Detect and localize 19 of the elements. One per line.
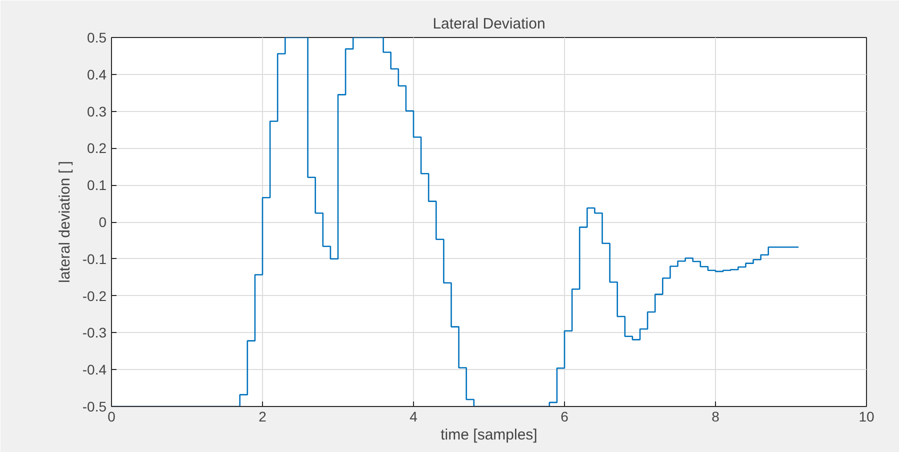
chart-title: Lateral Deviation bbox=[432, 16, 546, 32]
y-tick-label: 0 bbox=[98, 214, 107, 230]
y-tick-label: -0.4 bbox=[82, 362, 107, 378]
x-tick-label: 8 bbox=[712, 408, 720, 424]
y-tick-label: 0.2 bbox=[87, 140, 107, 156]
x-tick-label: 2 bbox=[258, 408, 267, 424]
y-tick-label: -0.5 bbox=[82, 398, 107, 414]
y-tick-label: -0.3 bbox=[82, 324, 107, 341]
x-tick-label: 6 bbox=[560, 408, 569, 424]
y-tick-label: 0.3 bbox=[87, 103, 107, 120]
x-tick-label: 4 bbox=[410, 408, 418, 424]
y-tick-label: -0.1 bbox=[82, 250, 107, 267]
y-tick-label: 0.5 bbox=[87, 30, 107, 46]
y-tick-label: 0.4 bbox=[87, 66, 107, 82]
x-axis-title: time [samples] bbox=[440, 426, 538, 444]
y-tick-label: -0.2 bbox=[82, 288, 107, 304]
y-tick-label: 0.1 bbox=[87, 177, 107, 194]
y-axis-title: lateral deviation [ ] bbox=[56, 161, 74, 283]
x-tick-label: 10 bbox=[858, 408, 874, 424]
